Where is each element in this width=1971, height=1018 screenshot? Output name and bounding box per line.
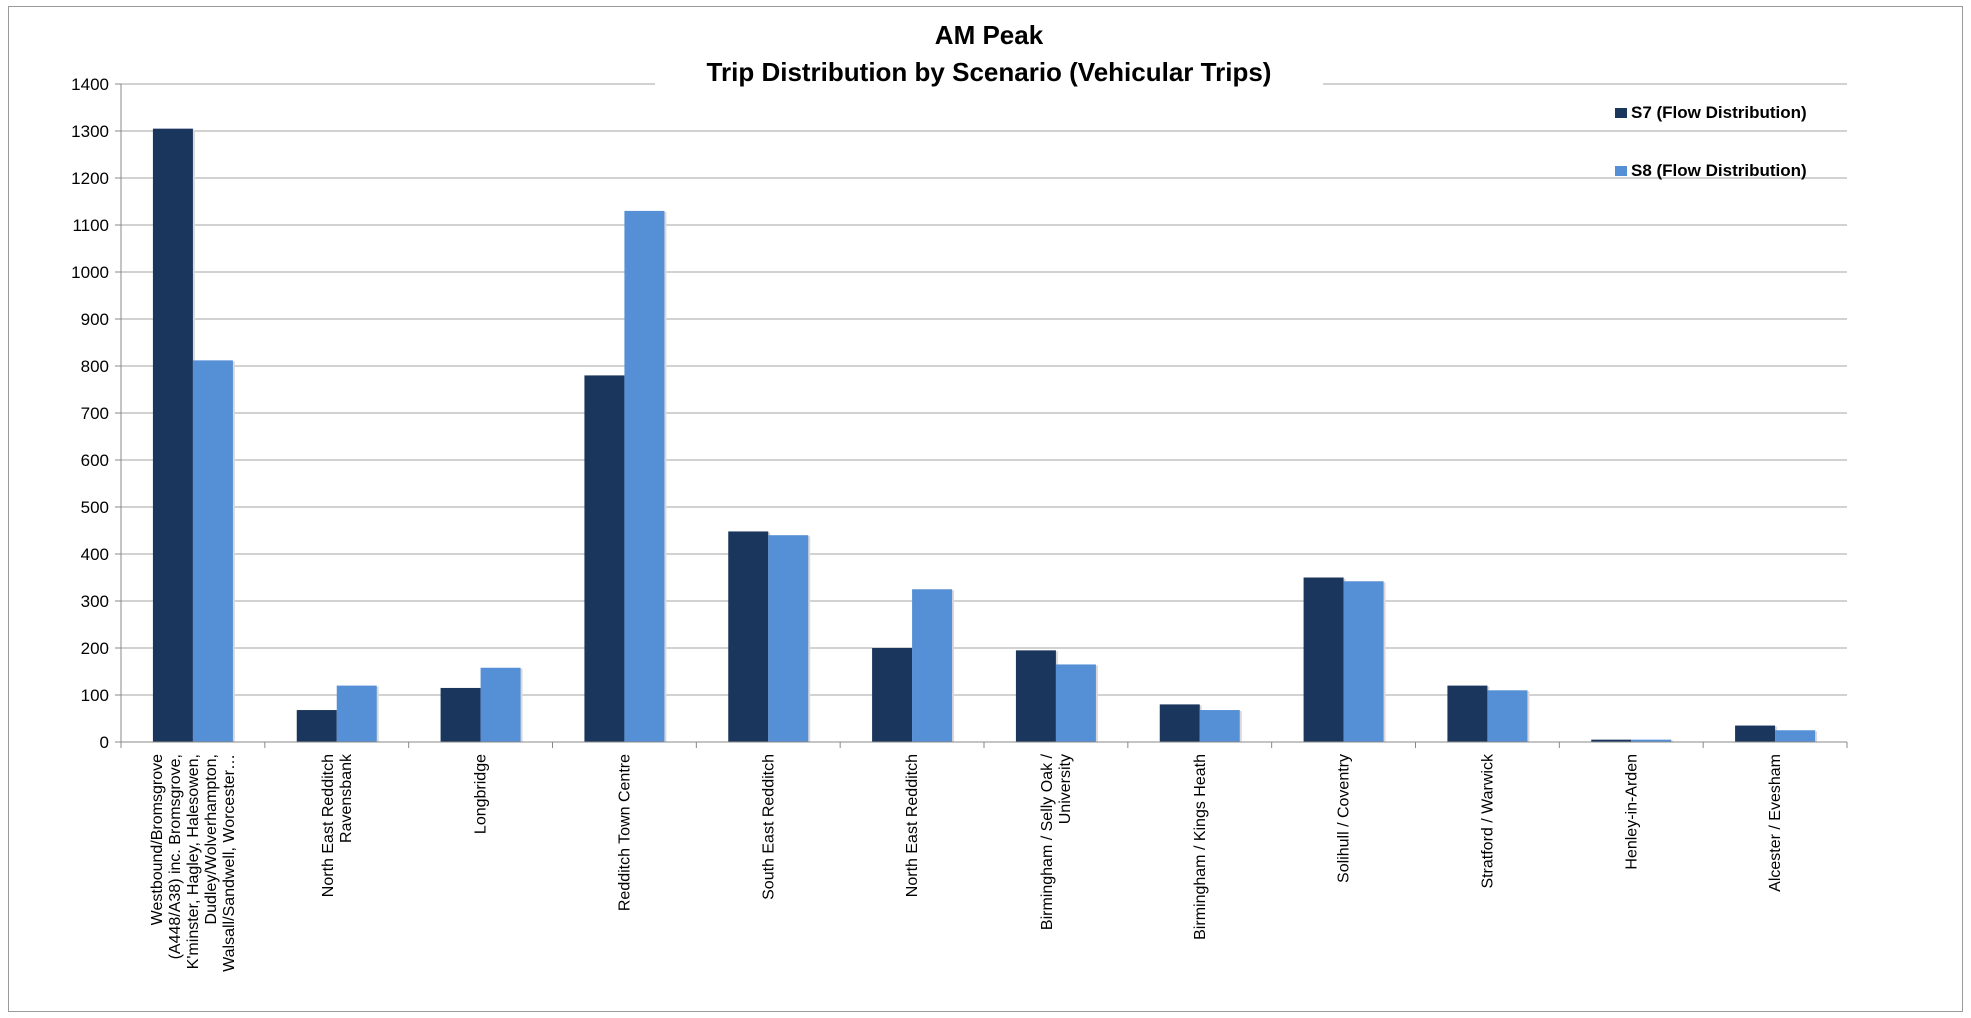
bar-s7 [296, 710, 337, 742]
category-label: University [1057, 754, 1074, 824]
category-label: North East Redditch [320, 754, 337, 897]
bar-s7 [1591, 739, 1632, 742]
category-label: Henley-in-Arden [1623, 754, 1640, 870]
y-tick-label: 100 [81, 686, 109, 705]
bar-s7 [1159, 704, 1200, 742]
bars [152, 128, 1818, 742]
category-labels: Westbound/Bromsgrove (A448/A38) inc. Brom… [149, 753, 1784, 972]
bar-s8 [624, 210, 665, 742]
y-tick-label: 300 [81, 592, 109, 611]
bar-s7 [1303, 577, 1344, 742]
y-tick-label: 500 [81, 498, 109, 517]
legend: S7 (Flow Distribution) S8 (Flow Distribut… [1615, 103, 1807, 180]
category-label: North East Redditch [904, 754, 921, 897]
y-tick-label: 1200 [71, 169, 109, 188]
bar-s7 [152, 128, 193, 742]
grid-lines [121, 83, 1847, 696]
bar-s8 [768, 535, 809, 742]
legend-swatch [1615, 108, 1627, 118]
y-tick-label: 900 [81, 310, 109, 329]
bar-s7 [584, 375, 625, 742]
bar-s8 [480, 667, 521, 742]
bar-s8 [192, 360, 233, 742]
category-label: K'minster, Hagley, Halesowen, [185, 754, 202, 969]
bar-s8 [912, 589, 953, 742]
bar-s8 [1775, 730, 1816, 742]
y-tick-label: 400 [81, 545, 109, 564]
chart-frame: 0 100 200 300 400 500 600 700 800 900 1000 1100 1200… [8, 6, 1963, 1012]
category-label: Redditch Town Centre [616, 754, 633, 911]
category-label: South East Redditch [760, 754, 777, 900]
bar-s8 [336, 685, 377, 742]
legend-label: S7 (Flow Distribution) [1631, 103, 1807, 122]
legend-label: S8 (Flow Distribution) [1631, 161, 1807, 180]
category-label: Westbound/Bromsgrove [149, 754, 166, 925]
y-tick-label: 0 [100, 733, 109, 752]
bar-s7 [1447, 685, 1488, 742]
y-tick-labels: 0 100 200 300 400 500 600 700 800 900 1000 1100 1200… [71, 75, 109, 752]
y-tick-label: 1400 [71, 75, 109, 94]
category-label: Longbridge [473, 754, 490, 834]
y-tick-label: 1300 [71, 122, 109, 141]
bar-s7 [1735, 725, 1776, 742]
category-label: Solihull / Coventry [1336, 754, 1353, 883]
category-label: Ravensbank [338, 753, 355, 843]
bar-s7 [728, 531, 769, 742]
bar-s8 [1487, 690, 1528, 742]
bar-s8 [1631, 739, 1672, 742]
bar-s7 [440, 687, 481, 742]
subtitle-backdrop [655, 56, 1323, 98]
bar-s7 [1015, 650, 1056, 742]
y-tick-label: 800 [81, 357, 109, 376]
category-label: Walsall/Sandwell, Worcester… [221, 754, 238, 972]
category-label: Stratford / Warwick [1479, 753, 1496, 889]
bar-s8 [1055, 664, 1096, 742]
axes [115, 83, 1848, 748]
y-tick-label: 700 [81, 404, 109, 423]
category-label: Alcester / Evesham [1767, 754, 1784, 892]
category-label: (A448/A38) inc. Bromsgrove, [167, 754, 184, 959]
bar-chart: 0 100 200 300 400 500 600 700 800 900 1000 1100 1200… [71, 20, 1848, 972]
y-tick-label: 600 [81, 451, 109, 470]
chart-title: AM Peak [935, 20, 1044, 50]
y-tick-label: 1100 [72, 216, 109, 235]
bar-s8 [1343, 581, 1384, 742]
bar-s7 [872, 648, 913, 742]
category-label: Birmingham / Kings Heath [1192, 754, 1209, 940]
category-label: Birmingham / Selly Oak / [1039, 753, 1056, 930]
legend-swatch [1615, 166, 1627, 176]
category-label: Dudley/Wolverhampton, [203, 754, 220, 924]
chart-subtitle: Trip Distribution by Scenario (Vehicular… [707, 57, 1272, 87]
y-tick-label: 1000 [71, 263, 109, 282]
bar-s8 [1199, 710, 1240, 742]
y-tick-label: 200 [81, 639, 109, 658]
